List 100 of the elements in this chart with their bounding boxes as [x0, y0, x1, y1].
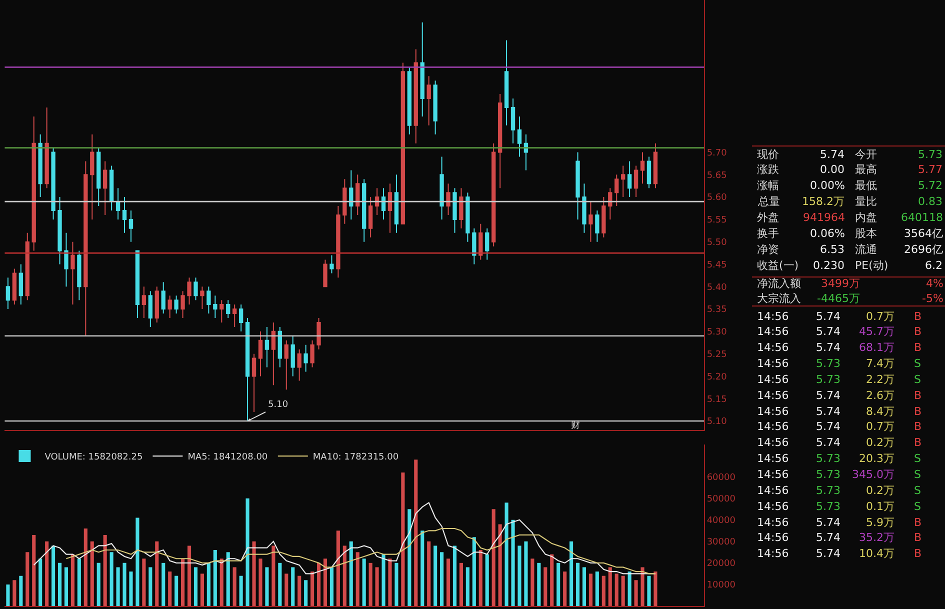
y-tick-label: 20000 [706, 559, 736, 570]
candlestick [51, 147, 56, 220]
bar [440, 552, 444, 606]
text: 14:56 [757, 500, 789, 513]
annotation: 财 [571, 420, 580, 431]
text: 6.53 [820, 243, 844, 256]
text: S [914, 468, 921, 481]
text: 2.6万 [866, 389, 894, 402]
bar [582, 567, 586, 606]
candlestick [381, 188, 386, 220]
text: 现价 [757, 148, 779, 161]
candlestick [44, 106, 49, 189]
bar [168, 572, 172, 606]
candlestick [168, 295, 172, 318]
candlestick [330, 254, 334, 274]
text: S [914, 484, 921, 497]
bar [446, 558, 450, 606]
text: 5.74 [816, 310, 840, 323]
text: 7.4万 [866, 357, 894, 370]
bar [90, 541, 94, 606]
candlestick [226, 300, 230, 318]
legend-label: MA5: 1841208.00 [188, 452, 268, 463]
text: 0.00% [810, 179, 845, 192]
text: 14:56 [757, 516, 789, 529]
candlestick [252, 353, 256, 413]
candlestick [582, 183, 586, 234]
text: 14:56 [757, 341, 789, 354]
text: 流通 [855, 243, 877, 256]
text: 5.74 [820, 148, 844, 161]
text: B [914, 389, 922, 402]
text: 14:56 [757, 547, 789, 560]
text: 5.74 [816, 531, 840, 544]
text: 3499万 [821, 277, 860, 290]
bar [52, 546, 56, 606]
bar [550, 554, 554, 606]
bar [576, 562, 580, 606]
text: 涨幅 [757, 179, 779, 192]
candlestick [362, 178, 366, 242]
candlestick [640, 152, 645, 184]
text: 0.1万 [866, 500, 894, 513]
candlestick [161, 282, 166, 314]
text: 5.74 [816, 405, 840, 418]
text: 内盘 [855, 211, 877, 224]
candlestick [38, 134, 42, 198]
text: B [914, 516, 922, 529]
bar [323, 558, 328, 606]
bar [310, 572, 314, 606]
candlestick [109, 165, 114, 211]
bar [485, 554, 489, 606]
text: 5.74 [816, 389, 840, 402]
text: 外盘 [757, 211, 779, 224]
y-tick-label: 5.50 [706, 238, 728, 248]
text: 5.73 [816, 357, 840, 370]
candlestick [187, 277, 192, 306]
text: 0.00 [820, 163, 844, 176]
candlestick [646, 156, 652, 189]
candlestick [154, 286, 159, 323]
bar [362, 558, 366, 606]
bar [434, 546, 438, 606]
bar [628, 572, 632, 606]
bar [246, 498, 250, 606]
text: B [914, 325, 922, 338]
bar [252, 541, 256, 606]
text: 量比 [855, 195, 877, 208]
bar [181, 558, 185, 606]
text: 35.2万 [859, 531, 894, 544]
bar [84, 528, 88, 606]
y-tick-label: 5.10 [706, 417, 728, 428]
bar [284, 574, 288, 606]
text: 换手 [757, 227, 779, 240]
candlestick [452, 188, 457, 234]
candlestick [407, 66, 412, 135]
candlestick [414, 48, 418, 144]
candlestick [627, 160, 632, 198]
bar [382, 554, 386, 606]
y-tick-label: 5.70 [706, 148, 728, 158]
text: 0.2万 [866, 436, 894, 449]
bar [6, 584, 10, 606]
y-tick-label: 30000 [706, 538, 736, 548]
candlestick [653, 142, 658, 189]
y-tick-label: 5.60 [706, 193, 728, 204]
bar [375, 567, 379, 606]
text: B [914, 436, 922, 449]
text: 14:56 [757, 389, 789, 402]
bar [466, 567, 470, 606]
text: 5.73 [816, 373, 840, 386]
bar [478, 550, 482, 606]
line-series [66, 528, 656, 574]
candlestick [510, 98, 516, 144]
bar [265, 567, 269, 606]
text: 大宗流入 [757, 292, 801, 305]
bar [103, 534, 107, 606]
candlestick [576, 152, 580, 220]
text: 14:56 [757, 373, 789, 386]
bar [174, 576, 178, 606]
bar [162, 562, 166, 606]
candlestick [323, 259, 328, 288]
candlestick [142, 286, 146, 318]
candlestick [621, 165, 626, 198]
text: 4% [926, 277, 944, 290]
